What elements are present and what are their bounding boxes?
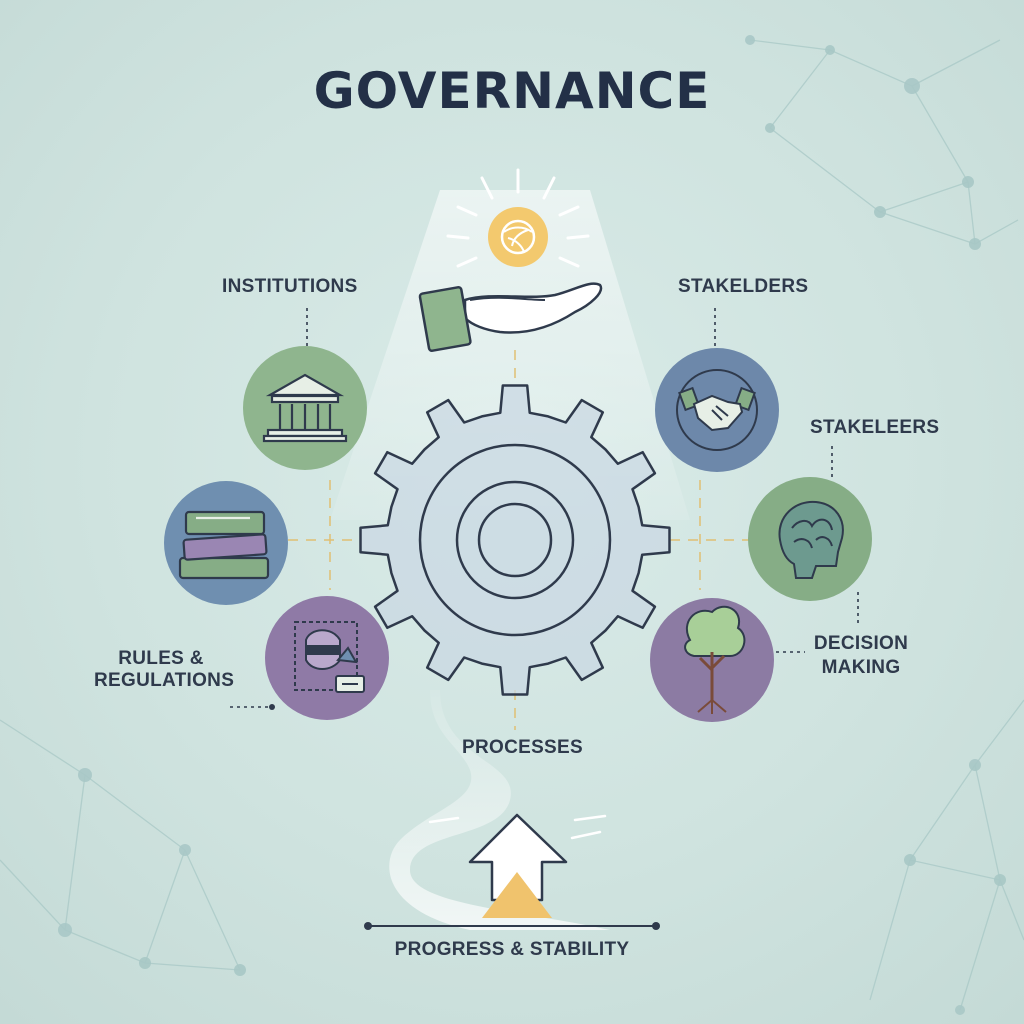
decision-node [650, 598, 774, 722]
handshake-icon [678, 386, 756, 432]
label-stakeholders-right: STAKELEERS [810, 417, 940, 438]
label-progress: PROGRESS & STABILITY [394, 939, 630, 960]
books-stack-icon [178, 510, 270, 580]
label-rules-line1: RULES & [118, 648, 204, 669]
label-rules-line2: REGULATIONS [94, 670, 235, 691]
stakeholders-node [655, 348, 779, 472]
bank-building-icon [262, 373, 348, 443]
label-decision-line2: MAKING [821, 657, 901, 678]
page-title: GOVERNANCE [313, 62, 711, 120]
stakeleers-node [748, 477, 872, 601]
rules-document-icon [294, 621, 365, 693]
rules-books-node [164, 481, 288, 605]
label-processes: PROCESSES [462, 737, 583, 758]
brain-head-icon [778, 500, 844, 579]
label-decision-line1: DECISION [813, 633, 909, 654]
institutions-node [243, 346, 367, 470]
label-institutions: INSTITUTIONS [222, 276, 358, 297]
regulations-node [265, 596, 389, 720]
label-stakeholders-top: STAKELDERS [678, 276, 809, 297]
tree-icon [684, 605, 746, 714]
gear-outline [359, 384, 671, 696]
